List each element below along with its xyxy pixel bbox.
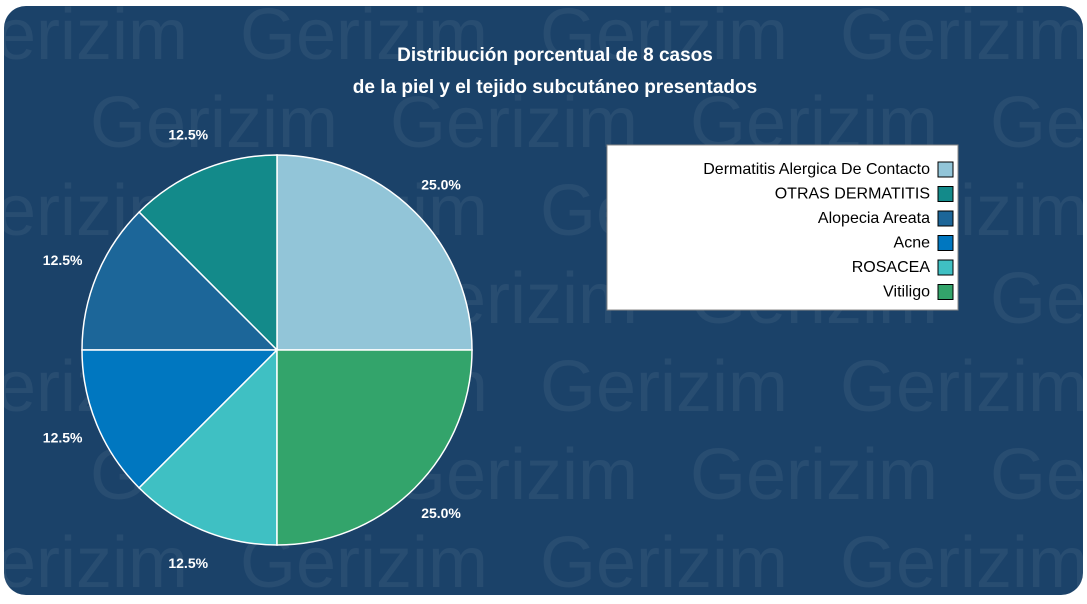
legend-swatch <box>937 259 954 276</box>
data-label: 12.5% <box>168 126 208 142</box>
watermark-text: Gerizim <box>390 83 638 163</box>
watermark-text: Gerizim <box>0 0 188 75</box>
legend-swatch <box>937 210 954 227</box>
data-label: 12.5% <box>43 429 83 445</box>
pie-slice <box>81 211 279 351</box>
watermark-text: Gerizim <box>990 435 1087 515</box>
legend-swatch <box>937 186 954 202</box>
watermark-text: Gerizim <box>90 83 338 163</box>
pie-slice <box>276 154 473 351</box>
watermark-text: Gerizim <box>990 83 1087 163</box>
legend-swatch <box>937 235 954 251</box>
data-label: 12.5% <box>43 252 83 268</box>
legend-swatch <box>937 161 954 178</box>
data-label: 25.0% <box>421 505 461 521</box>
watermark-text: Gerizim <box>840 523 1087 599</box>
pie-slice <box>138 348 278 546</box>
watermark-text: Gerizim <box>840 347 1087 427</box>
watermark-text: Gerizim <box>840 0 1087 75</box>
watermark-text: Gerizim <box>540 0 788 75</box>
legend-label: Vitiligo <box>883 284 930 301</box>
watermark-text: Gerizim <box>690 435 938 515</box>
data-label: 12.5% <box>168 555 208 571</box>
watermark-text: Gerizim <box>540 523 788 599</box>
chart-title: Distribución porcentual de 8 casos <box>397 45 713 66</box>
pie-slice <box>81 349 279 489</box>
watermark-text: Gerizim <box>240 0 488 75</box>
chart-subtitle: de la piel y el tejido subcutáneo presen… <box>353 77 757 98</box>
watermark-text: Gerizim <box>540 347 788 427</box>
watermark-text: Gerizim <box>990 259 1087 339</box>
legend-label: Acne <box>894 235 931 252</box>
legend-label: OTRAS DERMATITIS <box>775 186 930 203</box>
watermark-text: Gerizim <box>0 523 188 599</box>
legend-label: Alopecia Areata <box>818 210 930 227</box>
legend-swatch <box>937 284 954 300</box>
data-label: 25.0% <box>421 177 461 193</box>
legend-box <box>606 144 959 311</box>
legend-label: Dermatitis Alergica De Contacto <box>703 161 930 178</box>
pie-slice <box>276 349 473 546</box>
pie-slice <box>138 154 278 352</box>
legend-label: ROSACEA <box>852 259 931 276</box>
